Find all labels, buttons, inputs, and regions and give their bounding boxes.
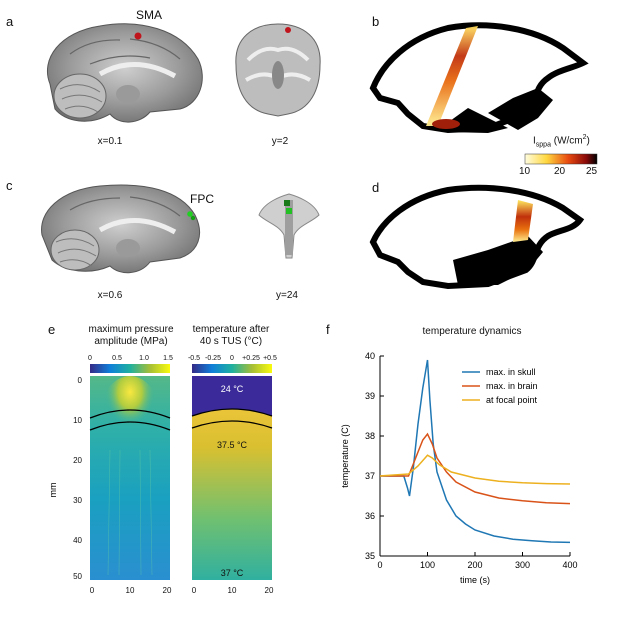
e-ytick-10: 10: [73, 416, 82, 425]
temp-cbar-tick-1: -0.25: [205, 355, 221, 362]
temp-cbar-tick-4: +0.5: [263, 355, 277, 362]
x-tick-label: 0: [377, 560, 382, 570]
e-ytick-20: 20: [73, 456, 82, 465]
y-tick-label: 37: [365, 471, 375, 481]
y-tick-label: 36: [365, 511, 375, 521]
coronal-brain-a: [235, 23, 321, 117]
pressure-title-line2: amplitude (MPa): [94, 336, 168, 347]
e-left-xtick-20: 20: [163, 586, 172, 595]
intensity-colorbar: [524, 153, 598, 165]
coronal-target-marker: [285, 27, 291, 33]
chart-title: temperature dynamics: [422, 326, 522, 337]
axial-brain-c: [258, 193, 320, 259]
temp-annotation-deep: 37 °C: [221, 568, 244, 578]
e-ytick-40: 40: [73, 536, 82, 545]
y-axis-label: temperature (C): [340, 424, 350, 488]
e-ytick-50: 50: [73, 572, 82, 581]
legend-label-1: max. in brain: [486, 381, 538, 391]
colorbar-tick-20: 20: [554, 166, 566, 177]
panel-b-letter: b: [372, 14, 380, 29]
y-tick-label: 39: [365, 391, 375, 401]
temp-cbar-tick-0: -0.5: [188, 355, 200, 362]
coord-x-c: x=0.6: [97, 290, 123, 301]
series-line-1: [380, 432, 571, 505]
e-right-xtick-10: 10: [228, 586, 237, 595]
series-line-2: [379, 454, 571, 485]
x-tick-label: 100: [420, 560, 435, 570]
temp-annotation-focus: 37.5 °C: [217, 440, 248, 450]
coord-y-a: y=2: [271, 136, 289, 147]
axial-target-marker: [284, 200, 290, 206]
e-ytick-0: 0: [78, 376, 83, 385]
panel-e-letter: e: [48, 322, 56, 337]
panel-c-letter: c: [6, 178, 13, 193]
temp-cbar-tick-2: 0: [230, 355, 234, 362]
acoustic-simulation-b: [369, 22, 589, 134]
e-ytick-30: 30: [73, 496, 82, 505]
e-right-xtick-0: 0: [192, 586, 197, 595]
pressure-cbar-tick-0: 0: [88, 355, 92, 362]
legend-label-2: at focal point: [486, 395, 538, 405]
x-tick-label: 300: [515, 560, 530, 570]
series-line-0: [380, 359, 571, 544]
colorbar-tick-25: 25: [586, 166, 598, 177]
x-tick-label: 200: [467, 560, 482, 570]
pressure-cbar-tick-3: 1.5: [163, 355, 173, 362]
panel-a-letter: a: [6, 14, 14, 29]
y-tick-label: 35: [365, 551, 375, 561]
legend-label-0: max. in skull: [486, 367, 536, 377]
temp-annotation-skull: 24 °C: [221, 384, 244, 394]
x-tick-label: 400: [562, 560, 577, 570]
y-tick-label: 38: [365, 431, 375, 441]
sagittal-brain-c: [41, 184, 200, 274]
x-axis-label: time (s): [460, 575, 490, 585]
y-tick-label: 40: [365, 351, 375, 361]
temperature-title-line2: 40 s TUS (°C): [199, 336, 263, 347]
coord-y-c: y=24: [276, 290, 298, 301]
e-ylabel: mm: [48, 483, 58, 498]
sma-target-marker: [134, 32, 142, 40]
pressure-cbar-tick-2: 1.0: [139, 355, 149, 362]
fpc-label: FPC: [190, 192, 214, 206]
sma-label: SMA: [136, 8, 163, 22]
sagittal-brain-a: [46, 23, 203, 123]
temperature-title-line1: temperature after: [192, 324, 270, 335]
colorbar-tick-10: 10: [519, 166, 531, 177]
panel-f-letter: f: [326, 322, 330, 337]
e-right-xtick-20: 20: [265, 586, 274, 595]
panel-d-letter: d: [372, 180, 380, 195]
fpc-target-marker: [187, 211, 193, 217]
acoustic-simulation-d: [369, 184, 585, 290]
colorbar-title: Isppa (W/cm2): [533, 134, 590, 149]
panel-e-plots: 0 10 20 30 40 50 mm 0 10 20 0 10 20 0 0.…: [48, 355, 277, 595]
coord-x-a: x=0.1: [97, 136, 123, 147]
pressure-title-line1: maximum pressure: [88, 324, 174, 335]
pressure-cbar-tick-1: 0.5: [112, 355, 122, 362]
temp-cbar-tick-3: +0.25: [242, 355, 260, 362]
e-left-xtick-10: 10: [126, 586, 135, 595]
e-left-xtick-0: 0: [90, 586, 95, 595]
